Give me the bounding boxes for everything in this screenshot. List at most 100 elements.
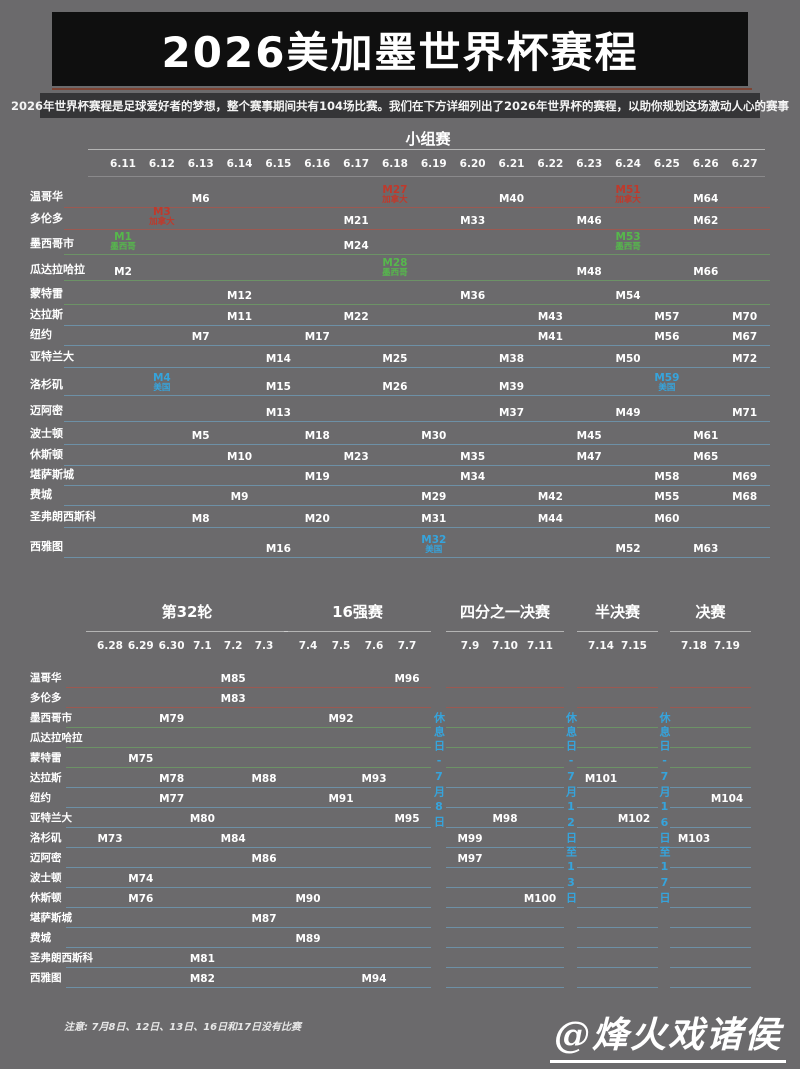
row-separator-line [670, 947, 751, 948]
city-label: 亚特兰大 [30, 812, 72, 824]
match-cell: M53 墨西哥 [615, 231, 641, 252]
city-row: 堪萨斯城 M19 M34 M58 M69 [0, 466, 800, 486]
city-label: 西雅图 [30, 972, 62, 984]
match-cell: M16 [265, 543, 291, 555]
row-separator-line [64, 304, 770, 305]
row-separator-line [446, 687, 564, 688]
date-label: 6.22 [537, 158, 564, 170]
match-cell: M101 [584, 773, 618, 785]
city-label: 蒙特雷 [30, 752, 62, 764]
row-separator-line [64, 444, 770, 445]
match-cell: M62 [693, 215, 719, 227]
match-cell: M88 [251, 773, 277, 785]
row-separator-line [66, 827, 431, 828]
row-separator-line [66, 987, 431, 988]
match-cell: M5 [191, 430, 210, 442]
city-label: 多伦多 [30, 692, 62, 704]
match-cell: M74 [128, 873, 154, 885]
city-row: 瓜达拉哈拉 M2 M28 墨西哥 M48 M66 [0, 255, 800, 281]
match-cell: M82 [189, 973, 215, 985]
row-separator-line [670, 887, 751, 888]
city-label: 达拉斯 [30, 308, 63, 321]
date-label: 6.28 [97, 640, 123, 652]
row-separator-line [66, 767, 431, 768]
match-cell: M32 美国 [421, 534, 447, 555]
row-separator-line [577, 867, 658, 868]
match-cell: M59 美国 [654, 372, 680, 393]
round-rule [670, 631, 751, 632]
match-cell: M70 [732, 311, 758, 323]
city-label: 纽约 [30, 328, 52, 341]
match-cell: M97 [457, 853, 483, 865]
match-cell: M34 [460, 471, 486, 483]
city-row: 堪萨斯城 M87 [0, 908, 800, 928]
match-cell: M93 [361, 773, 387, 785]
row-separator-line [64, 254, 770, 255]
footnote: 注意: 7月8日、12日、13日、16日和17日没有比赛 [64, 1022, 302, 1033]
row-separator-line [66, 687, 431, 688]
city-label: 休斯顿 [30, 892, 62, 904]
date-label: 7.15 [621, 640, 647, 652]
round-rule [577, 631, 658, 632]
row-separator-line [670, 987, 751, 988]
match-cell: M43 [537, 311, 563, 323]
city-label: 堪萨斯城 [30, 468, 74, 481]
match-cell: M21 [343, 215, 369, 227]
row-separator-line [577, 727, 658, 728]
country-tag: 美国 [153, 383, 171, 393]
rest-day-label: 休息日-7月8日 [432, 712, 446, 830]
row-separator-line [66, 927, 431, 928]
row-separator-line [446, 787, 564, 788]
row-separator-line [577, 907, 658, 908]
row-separator-line [66, 907, 431, 908]
match-cell: M2 [114, 266, 132, 278]
row-separator-line [66, 807, 431, 808]
match-cell: M33 [460, 215, 486, 227]
match-cell: M104 [710, 793, 744, 805]
row-separator-line [446, 827, 564, 828]
match-cell: M85 [220, 673, 246, 685]
title-rule [52, 88, 752, 90]
city-label: 波士顿 [30, 872, 62, 884]
match-cell: M47 [576, 451, 602, 463]
city-label: 圣弗朗西斯科 [30, 952, 93, 964]
date-label: 7.19 [714, 640, 740, 652]
country-tag: 加拿大 [149, 217, 175, 227]
match-cell: M3 加拿大 [149, 206, 175, 227]
city-label: 温哥华 [30, 672, 62, 684]
match-cell: M72 [732, 353, 758, 365]
city-row: 洛杉矶 M4 美国 M15 M26 M39 M59 美国 [0, 368, 800, 396]
match-cell: M76 [128, 893, 154, 905]
city-label: 圣弗朗西斯科 [30, 510, 96, 523]
row-separator-line [66, 727, 431, 728]
round-header: 决赛 [695, 603, 726, 621]
match-cell: M67 [732, 331, 758, 343]
match-cell: M15 [265, 381, 291, 393]
city-label: 洛杉矶 [30, 832, 62, 844]
city-row: 墨西哥市 M1 墨西哥 M24 M53 墨西哥 [0, 230, 800, 255]
match-cell: M61 [693, 430, 719, 442]
city-label: 多伦多 [30, 212, 63, 225]
date-label: 7.1 [193, 640, 212, 652]
row-separator-line [446, 707, 564, 708]
date-label: 6.16 [304, 158, 331, 170]
row-separator-line [577, 967, 658, 968]
date-label: 6.25 [653, 158, 680, 170]
match-cell: M98 [492, 813, 518, 825]
date-label: 6.24 [615, 158, 642, 170]
match-cell: M71 [732, 407, 758, 419]
match-cell: M8 [191, 513, 210, 525]
match-cell: M35 [460, 451, 486, 463]
row-separator-line [64, 325, 770, 326]
city-label: 达拉斯 [30, 772, 62, 784]
date-label: 6.30 [158, 640, 185, 652]
match-cell: M102 [617, 813, 651, 825]
group-stage-rule [88, 149, 765, 150]
match-cell: M44 [537, 513, 563, 525]
row-separator-line [577, 807, 658, 808]
city-row: 达拉斯 M11 M22 M43 M57 M70 [0, 305, 800, 326]
row-separator-line [577, 847, 658, 848]
match-cell: M91 [328, 793, 354, 805]
match-cell: M17 [304, 331, 330, 343]
match-cell: M28 墨西哥 [382, 257, 408, 278]
